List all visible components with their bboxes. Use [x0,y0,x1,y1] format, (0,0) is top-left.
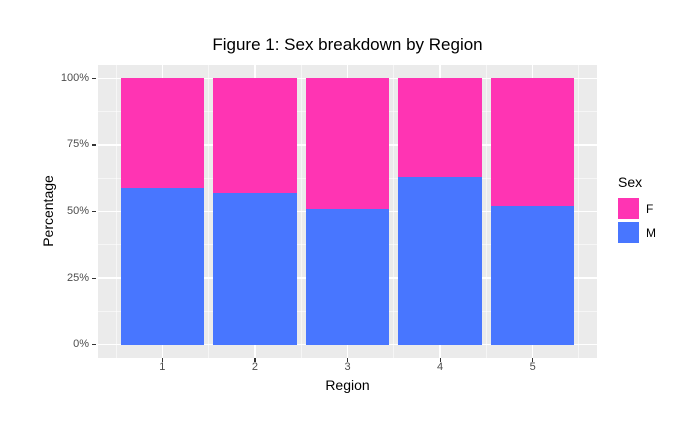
y-tick-label: 25% [66,271,89,284]
plot-panel [98,65,597,358]
bar-segment-F-region-1 [120,78,204,188]
chart-title: Figure 1: Sex breakdown by Region [212,35,483,54]
y-tick-label: 75% [66,138,89,151]
bar-segment-M-region-1 [120,187,204,345]
x-tick-mark [254,358,256,362]
bar-segment-F-region-5 [490,78,575,207]
bar-segment-F-region-3 [305,78,390,209]
x-axis-title: Region [325,377,370,393]
x-tick-label: 4 [437,361,444,373]
x-tick-label: 5 [529,361,536,373]
legend-key-M [618,222,639,243]
bar-segment-F-region-4 [398,78,482,177]
bar-segment-M-region-2 [213,192,297,345]
legend-key-F [618,198,639,219]
x-tick-mark [161,358,164,362]
y-axis-title: Percentage [40,175,56,247]
legend-label-M: M [646,225,656,240]
x-tick-label: 3 [344,361,351,373]
gridline-x-minor [300,65,302,358]
gridline-x-minor [208,65,210,358]
bar-segment-M-region-3 [305,208,390,345]
legend-entry-F: F [618,198,656,219]
bar-segment-M-region-4 [398,176,482,345]
y-tick-mark [92,211,96,213]
x-tick-label: 1 [159,361,166,373]
bar-segment-F-region-2 [213,78,297,193]
legend-label-F: F [646,201,654,216]
y-tick-label: 100% [60,71,89,84]
legend-entry-M: M [618,222,656,243]
y-tick-mark [92,344,96,346]
y-tick-mark [92,277,96,279]
x-tick-mark [347,358,349,362]
gridline-x-minor [485,65,487,358]
x-tick-label: 2 [251,361,258,373]
y-tick-mark [92,77,96,79]
legend-title: Sex [618,174,643,190]
y-tick-label: 50% [66,205,89,217]
bar-segment-M-region-5 [490,206,575,345]
gridline-x-minor [115,65,117,358]
x-tick-mark [439,358,441,362]
gridline-x-minor [578,65,580,358]
y-tick-label: 0% [73,338,89,351]
x-tick-mark [532,358,534,362]
y-tick-mark [92,144,96,146]
gridline-x-minor [393,65,395,358]
